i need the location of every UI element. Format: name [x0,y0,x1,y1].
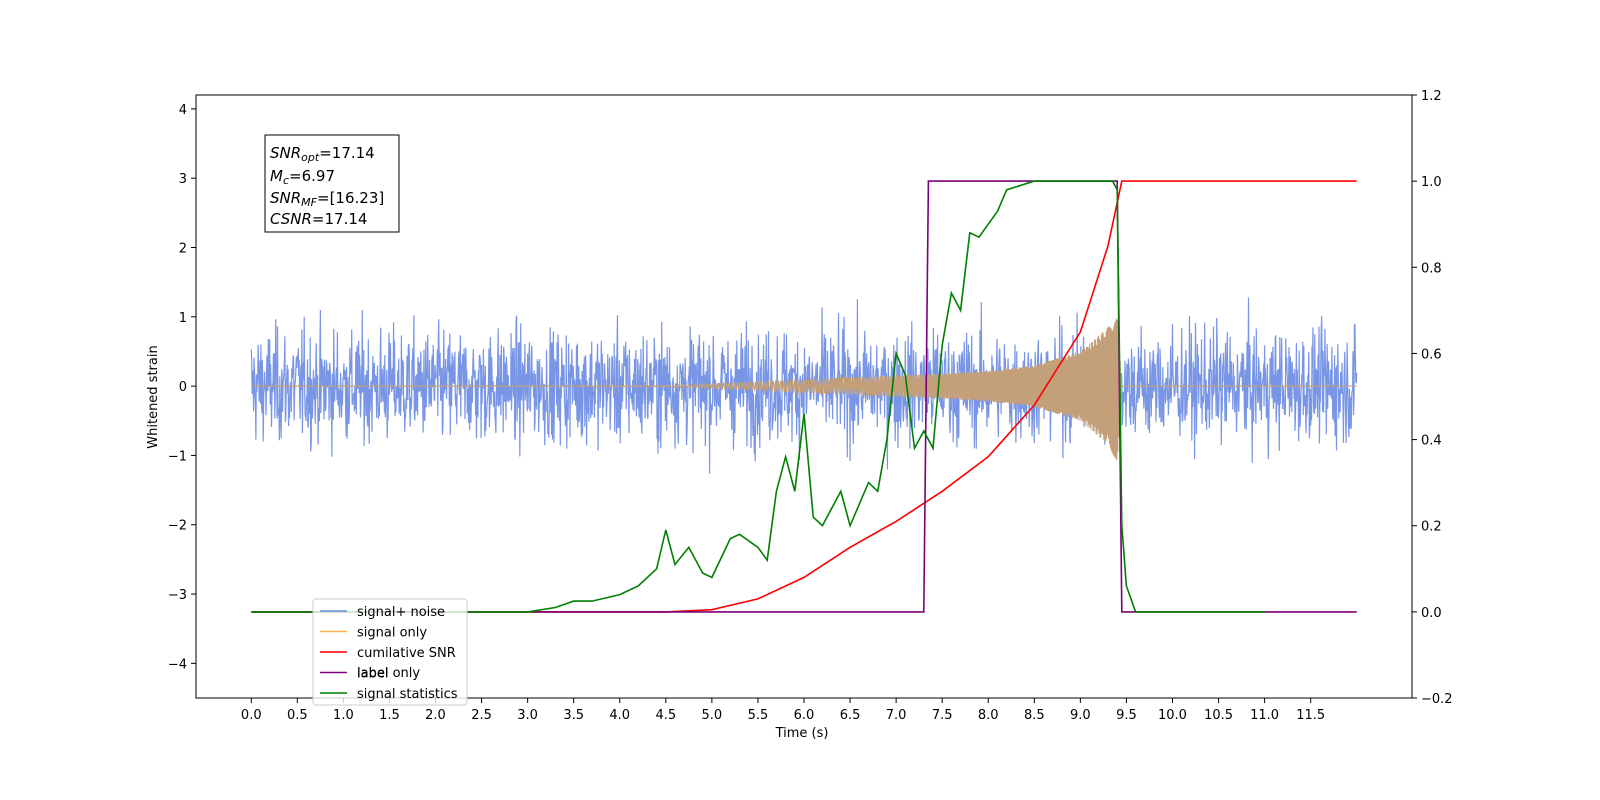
y-axis-left: 4 3 2 1 0 −1 −2 −3 −4 [168,103,196,672]
y-axis-label: Whitened strain [146,345,161,448]
x-tick-label: 10.0 [1158,708,1187,723]
y2-tick-label: 1.0 [1421,175,1442,190]
series-cumilative-snr-line [251,180,1357,613]
x-tick-label: 6.0 [794,708,815,723]
y2-tick-label: 0.6 [1421,347,1442,362]
x-tick-label: 5.0 [702,708,723,723]
x-tick-label: 10.5 [1204,708,1233,723]
legend-label: signal+ noise [357,605,445,620]
y-tick-label: −4 [168,657,187,672]
y-axis-right: 1.2 1.0 0.8 0.6 0.4 0.2 0.0 −0.2 [1412,89,1453,707]
y-tick-label: 1 [179,311,187,326]
x-tick-label: 7.5 [932,708,953,723]
y2-tick-label: 0.4 [1421,434,1442,449]
x-tick-label: 8.5 [1024,708,1045,723]
plot-area [250,180,1358,613]
series-signal-only-line [251,318,1357,461]
annotation-csnr: CSNR=17.14 [270,210,367,228]
x-tick-label: 4.5 [655,708,676,723]
legend-label: label [357,667,388,682]
x-axis: 0.0 0.5 1.0 1.5 2.0 2.5 3.0 3.5 4.0 4.5 5.0 5.5 6.0 6… [241,698,1325,723]
annotation-snr-mf: SNRMF=[16.23] [270,189,384,209]
x-tick-label: 7.0 [886,708,907,723]
x-tick-label: 2.0 [425,708,446,723]
legend: label only signal+ noise signal only cumila… [312,598,468,706]
x-tick-label: 11.5 [1296,708,1325,723]
x-tick-label: 9.5 [1116,708,1137,723]
legend-frame [312,598,468,706]
y-tick-label: 0 [179,380,187,395]
y2-tick-label: 1.2 [1421,89,1442,104]
y-tick-label: 4 [179,103,187,118]
y-tick-label: −3 [168,588,187,603]
x-tick-label: 3.5 [563,708,584,723]
y-tick-label: −1 [168,449,187,464]
x-tick-label: 2.5 [471,708,492,723]
x-tick-label: 3.0 [517,708,538,723]
annotation-snr-opt: SNRopt=17.14 [270,144,375,164]
y-tick-label: 3 [179,172,187,187]
x-tick-label: 1.0 [333,708,354,723]
x-tick-label: 5.5 [748,708,769,723]
legend-label: signal only [357,626,427,641]
x-axis-label: Time (s) [775,726,829,741]
y2-tick-label: 0.2 [1421,520,1442,535]
legend-ghost-label-only: label only [357,666,420,681]
x-tick-label: 0.5 [287,708,308,723]
x-tick-label: 11.0 [1250,708,1279,723]
x-tick-label: 6.5 [840,708,861,723]
legend-label: signal statistics [357,687,458,702]
y2-tick-label: 0.0 [1421,606,1442,621]
y-tick-label: −2 [168,519,187,534]
x-tick-label: 9.0 [1070,708,1091,723]
y2-tick-label: −0.2 [1421,692,1453,707]
y2-tick-label: 0.8 [1421,261,1442,276]
x-tick-label: 4.0 [609,708,630,723]
annotation-box: SNRopt=17.14 Mc=6.97 SNRMF=[16.23] CSNR=… [264,134,400,233]
series-signal-statistics-line [251,180,1265,613]
x-tick-label: 1.5 [379,708,400,723]
x-tick-label: 8.0 [978,708,999,723]
x-tick-label: 0.0 [241,708,262,723]
annotation-frame [264,134,400,233]
annotation-mc: Mc=6.97 [270,167,335,187]
legend-label: cumilative SNR [357,646,456,661]
y-tick-label: 2 [179,241,187,256]
